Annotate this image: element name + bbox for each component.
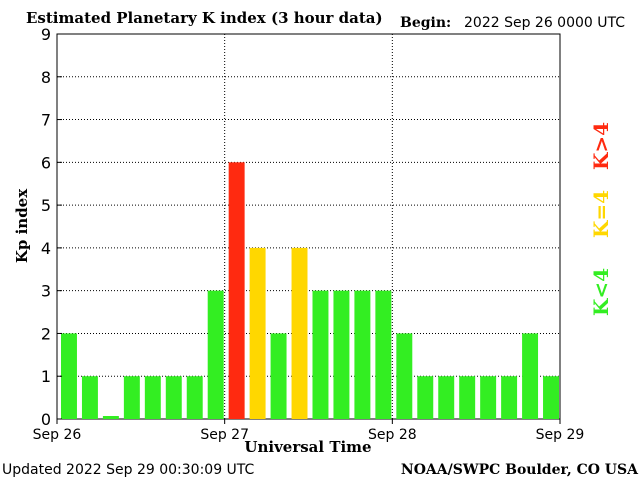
kp-bar — [522, 333, 539, 419]
kp-bar — [207, 290, 224, 419]
y-tick-label: 9 — [41, 25, 51, 44]
kp-bar — [354, 290, 371, 419]
x-tick-label: Sep 26 — [33, 427, 82, 443]
kp-bar — [480, 376, 497, 419]
x-axis-ticks: Sep 26 Sep 27 Sep 28 Sep 29 — [33, 419, 585, 443]
kp-bar — [81, 376, 98, 419]
kp-bar — [543, 376, 559, 419]
kp-bar — [396, 333, 413, 419]
x-tick-label: Sep 28 — [368, 427, 417, 443]
kp-bar — [102, 416, 119, 419]
kp-bar — [61, 333, 77, 419]
kp-bar — [186, 376, 203, 419]
y-tick-label: 0 — [41, 410, 51, 429]
legend: K<4 K=4 K>4 — [589, 122, 613, 316]
legend-item: K>4 — [589, 122, 613, 170]
kp-bar — [249, 247, 266, 419]
kp-bar — [312, 290, 329, 419]
y-tick-label: 1 — [41, 367, 51, 386]
begin-label: Begin: — [400, 15, 451, 31]
kp-bar — [165, 376, 182, 419]
source-text: NOAA/SWPC Boulder, CO USA — [401, 462, 639, 478]
kp-bar — [333, 290, 350, 419]
grid-lines — [57, 34, 560, 419]
y-axis-label: Kp index — [13, 188, 31, 263]
x-axis-label: Universal Time — [244, 438, 371, 456]
y-tick-label: 6 — [41, 153, 51, 172]
y-tick-label: 5 — [41, 196, 51, 215]
y-tick-label: 4 — [41, 239, 51, 258]
kp-bar — [291, 247, 308, 419]
x-tick-label: Sep 29 — [536, 427, 585, 443]
begin-value: 2022 Sep 26 0000 UTC — [464, 15, 625, 31]
y-tick-label: 8 — [41, 68, 51, 87]
kp-bar — [438, 376, 455, 419]
kp-bar — [144, 376, 161, 419]
y-axis-ticks: 0 1 2 3 4 5 6 7 8 9 — [41, 25, 62, 429]
y-tick-label: 7 — [41, 111, 51, 130]
kp-bar — [270, 333, 287, 419]
kp-bar — [417, 376, 434, 419]
kp-bar — [501, 376, 518, 419]
updated-text: Updated 2022 Sep 29 00:30:09 UTC — [2, 462, 255, 478]
legend-item: K=4 — [589, 190, 613, 238]
bar-series — [61, 162, 559, 420]
legend-item: K<4 — [589, 268, 613, 316]
y-tick-label: 2 — [41, 324, 51, 343]
kp-bar — [123, 376, 140, 419]
plot-frame — [56, 33, 561, 420]
x-tick-label: Sep 27 — [200, 427, 249, 443]
kp-bar — [228, 162, 245, 420]
kp-bar — [459, 376, 476, 419]
kp-bar — [375, 290, 392, 419]
y-tick-label: 3 — [41, 282, 51, 301]
chart-title: Estimated Planetary K index (3 hour data… — [26, 9, 383, 27]
